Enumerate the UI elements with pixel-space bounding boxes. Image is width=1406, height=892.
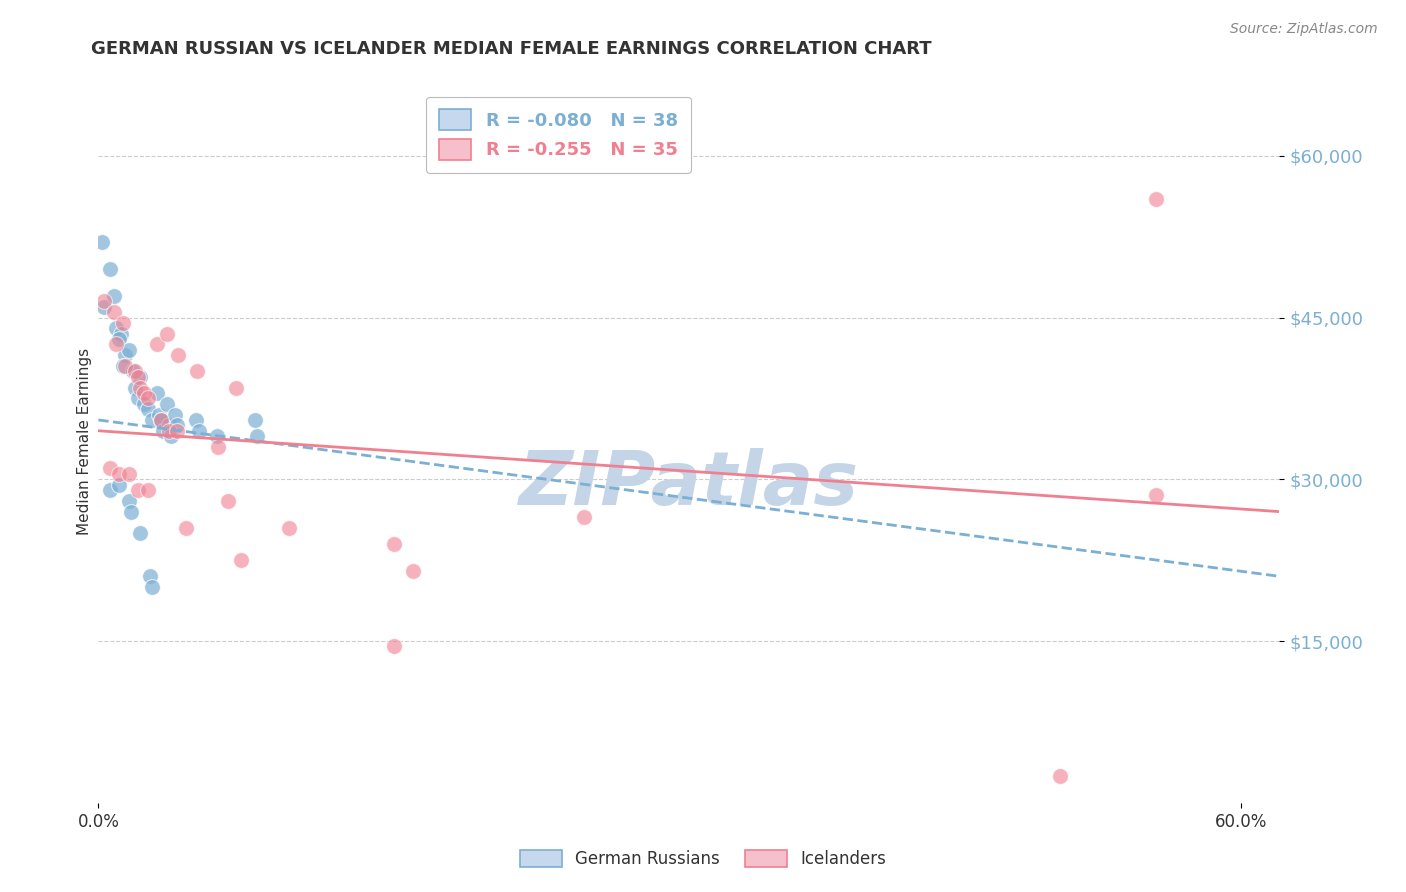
- Point: [103, 289, 125, 303]
- Point: [1144, 192, 1167, 206]
- Point: [156, 397, 179, 411]
- Point: [127, 483, 149, 497]
- Point: [139, 569, 162, 583]
- Y-axis label: Median Female Earnings: Median Female Earnings: [77, 348, 91, 535]
- Point: [225, 381, 247, 395]
- Point: [166, 424, 188, 438]
- Point: [121, 364, 143, 378]
- Point: [108, 477, 131, 491]
- Point: [382, 640, 405, 654]
- Point: [207, 440, 229, 454]
- Point: [129, 526, 152, 541]
- Point: [120, 505, 142, 519]
- Point: [124, 364, 146, 378]
- Point: [108, 467, 131, 481]
- Point: [217, 493, 239, 508]
- Text: GERMAN RUSSIAN VS ICELANDER MEDIAN FEMALE EARNINGS CORRELATION CHART: GERMAN RUSSIAN VS ICELANDER MEDIAN FEMAL…: [91, 40, 932, 58]
- Point: [127, 369, 149, 384]
- Point: [112, 316, 135, 330]
- Point: [103, 305, 125, 319]
- Point: [104, 337, 127, 351]
- Point: [148, 408, 170, 422]
- Point: [114, 359, 136, 373]
- Point: [98, 483, 121, 497]
- Text: ZIPatlas: ZIPatlas: [519, 449, 859, 522]
- Point: [245, 429, 267, 443]
- Point: [136, 392, 159, 406]
- Point: [174, 521, 197, 535]
- Point: [157, 418, 180, 433]
- Point: [1144, 488, 1167, 502]
- Point: [243, 413, 266, 427]
- Point: [152, 424, 174, 438]
- Point: [572, 510, 595, 524]
- Point: [141, 413, 163, 427]
- Point: [205, 429, 228, 443]
- Point: [188, 424, 211, 438]
- Point: [159, 429, 181, 443]
- Point: [150, 413, 173, 427]
- Point: [382, 537, 405, 551]
- Point: [231, 553, 253, 567]
- Point: [402, 564, 425, 578]
- Point: [93, 294, 115, 309]
- Point: [1049, 769, 1071, 783]
- Point: [129, 381, 152, 395]
- Point: [118, 343, 141, 357]
- Point: [118, 467, 141, 481]
- Point: [98, 262, 121, 277]
- Point: [156, 326, 179, 341]
- Point: [136, 483, 159, 497]
- Point: [110, 326, 132, 341]
- Point: [112, 359, 135, 373]
- Point: [277, 521, 299, 535]
- Point: [108, 332, 131, 346]
- Point: [93, 300, 115, 314]
- Point: [166, 418, 188, 433]
- Legend: R = -0.080   N = 38, R = -0.255   N = 35: R = -0.080 N = 38, R = -0.255 N = 35: [426, 96, 690, 172]
- Point: [134, 397, 156, 411]
- Point: [114, 348, 136, 362]
- Point: [127, 392, 149, 406]
- Point: [157, 424, 180, 438]
- Point: [118, 493, 141, 508]
- Point: [129, 369, 152, 384]
- Point: [98, 461, 121, 475]
- Point: [184, 413, 207, 427]
- Point: [141, 580, 163, 594]
- Point: [124, 381, 146, 395]
- Text: Source: ZipAtlas.com: Source: ZipAtlas.com: [1230, 22, 1378, 37]
- Point: [104, 321, 127, 335]
- Point: [167, 348, 190, 362]
- Point: [136, 402, 159, 417]
- Point: [146, 386, 169, 401]
- Point: [150, 413, 173, 427]
- Point: [134, 386, 156, 401]
- Legend: German Russians, Icelanders: German Russians, Icelanders: [513, 843, 893, 875]
- Point: [186, 364, 208, 378]
- Point: [163, 408, 186, 422]
- Point: [91, 235, 114, 249]
- Point: [146, 337, 169, 351]
